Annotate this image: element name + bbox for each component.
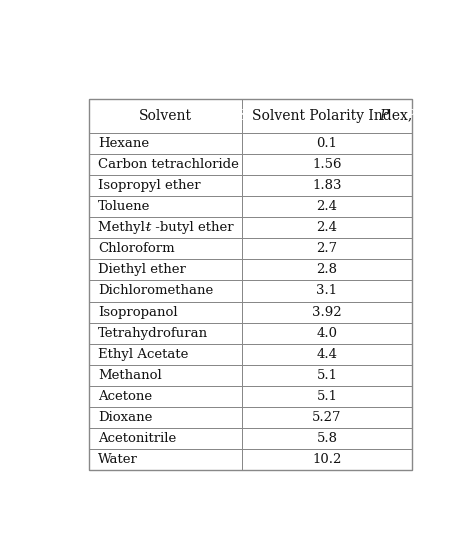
Bar [89, 100, 412, 470]
Bar [242, 301, 412, 323]
Text: Methanol: Methanol [98, 369, 162, 382]
Text: 5.1: 5.1 [317, 390, 337, 403]
Text: 5.1: 5.1 [317, 369, 337, 382]
Text: 4.4: 4.4 [317, 348, 337, 360]
Text: Acetonitrile: Acetonitrile [98, 432, 176, 445]
Bar [89, 238, 242, 259]
Text: 2.4: 2.4 [317, 200, 337, 213]
Text: 1.83: 1.83 [312, 179, 342, 192]
Bar [242, 344, 412, 365]
Bar [242, 100, 412, 133]
Text: 4.0: 4.0 [317, 327, 337, 340]
Text: 3.92: 3.92 [312, 306, 342, 318]
Bar [89, 449, 242, 470]
Bar [242, 449, 412, 470]
Bar [242, 386, 412, 407]
Bar [242, 238, 412, 259]
Bar [89, 217, 242, 238]
Bar [89, 133, 242, 154]
Bar [242, 217, 412, 238]
Text: Solvent Polarity Index,  P: Solvent Polarity Index, P [239, 109, 415, 123]
Text: Solvent Polarity Index,: Solvent Polarity Index, [253, 109, 417, 123]
Text: Acetone: Acetone [98, 390, 152, 403]
Text: Solvent: Solvent [139, 109, 192, 123]
Bar [242, 154, 412, 175]
Bar [89, 344, 242, 365]
Text: 10.2: 10.2 [312, 453, 342, 466]
Text: Isopropyl ether: Isopropyl ether [98, 179, 201, 192]
Bar [242, 365, 412, 386]
Text: Chloroform: Chloroform [98, 242, 174, 255]
Bar [242, 196, 412, 217]
Text: Diethyl ether: Diethyl ether [98, 264, 186, 276]
Text: 2.8: 2.8 [317, 264, 337, 276]
Text: Water: Water [98, 453, 137, 466]
Text: 5.27: 5.27 [312, 411, 342, 424]
Bar [242, 259, 412, 281]
Bar [89, 175, 242, 196]
Bar [242, 175, 412, 196]
Text: t: t [145, 222, 150, 234]
Bar [89, 281, 242, 301]
Bar [242, 428, 412, 449]
Text: 2.7: 2.7 [317, 242, 337, 255]
Text: 3.1: 3.1 [317, 284, 337, 298]
Text: 1.56: 1.56 [312, 158, 342, 171]
Text: 5.8: 5.8 [317, 432, 337, 445]
Text: Dichloromethane: Dichloromethane [98, 284, 213, 298]
Text: Carbon tetrachloride: Carbon tetrachloride [98, 158, 239, 171]
Bar [89, 428, 242, 449]
Text: Tetrahydrofuran: Tetrahydrofuran [98, 327, 208, 340]
Bar [89, 154, 242, 175]
Bar [89, 301, 242, 323]
Bar [242, 323, 412, 344]
Text: 0.1: 0.1 [317, 137, 337, 150]
Bar [89, 407, 242, 428]
Bar [89, 386, 242, 407]
Text: 2.4: 2.4 [317, 222, 337, 234]
Text: Hexane: Hexane [98, 137, 149, 150]
Bar [89, 365, 242, 386]
Text: Isopropanol: Isopropanol [98, 306, 177, 318]
Text: -butyl ether: -butyl ether [151, 222, 233, 234]
Bar [242, 281, 412, 301]
Text: Ethyl Acetate: Ethyl Acetate [98, 348, 188, 360]
Bar [89, 259, 242, 281]
Bar [89, 100, 242, 133]
Bar [242, 133, 412, 154]
Text: Dioxane: Dioxane [98, 411, 152, 424]
Text: Methyl-: Methyl- [98, 222, 154, 234]
Bar [89, 196, 242, 217]
Text: Toluene: Toluene [98, 200, 150, 213]
Text: P: P [379, 109, 389, 123]
Bar [89, 323, 242, 344]
Bar [242, 407, 412, 428]
